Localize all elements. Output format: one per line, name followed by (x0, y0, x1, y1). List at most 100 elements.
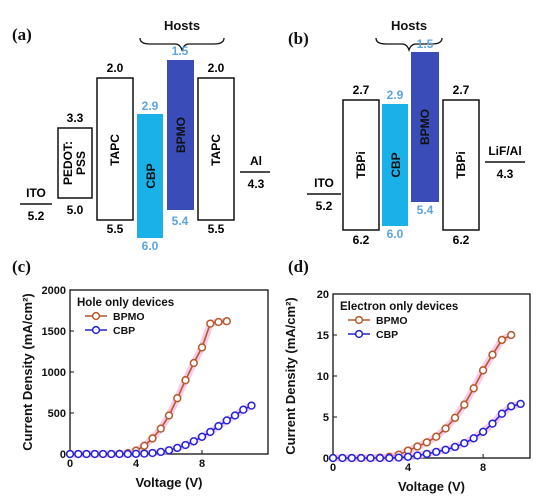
ito-label-a: ITO (26, 186, 46, 200)
bpmo-lumo-a: 1.5 (172, 44, 189, 58)
data-point-cbp (460, 439, 469, 448)
data-point-cbp (189, 437, 198, 446)
cbp-label-b: CBP (389, 152, 403, 177)
data-point-cbp (356, 453, 366, 463)
pedot-label-1: PEDOT: (61, 141, 75, 185)
legend-label-bpmo: BPMO (113, 311, 145, 323)
data-point-cbp (247, 401, 256, 410)
data-point-bpmo (181, 376, 190, 385)
bpmo-box-b (411, 52, 439, 202)
data-point-bpmo (488, 350, 497, 359)
data-point-cbp (222, 416, 231, 425)
data-point-cbp (65, 449, 75, 459)
hosts-bracket-b: Hosts (375, 18, 443, 53)
bpmo-box-a (167, 60, 194, 210)
tapc1-lumo: 2.0 (107, 61, 124, 75)
chart-electron-only: 0 4 8 0 5 10 15 20 Voltage (V) Current Density (m… (283, 289, 531, 494)
cbp-box-a (137, 114, 163, 238)
cbp-label-a: CBP (144, 163, 158, 188)
data-point-cbp (148, 448, 157, 458)
tapc2-box (197, 77, 235, 221)
x-tick-label: 0 (330, 462, 336, 474)
tapc2-lumo: 2.0 (208, 61, 225, 75)
data-point-cbp (478, 427, 488, 436)
data-point-cbp (516, 399, 525, 409)
x-axis-title: Voltage (V) (398, 479, 465, 494)
legend-title: Hole only devices (77, 297, 174, 309)
tapc1-box (96, 77, 134, 221)
legend-marker-cbp (91, 325, 101, 335)
data-point-cbp (123, 449, 132, 459)
data-point-bpmo (197, 343, 207, 352)
data-point-bpmo (469, 384, 478, 393)
data-point-cbp (140, 449, 149, 458)
pedot-homo: 5.0 (67, 203, 84, 217)
series-glow-bpmo (333, 331, 513, 462)
tbpi2-label: TBPi (454, 151, 468, 178)
x-tick-label: 8 (480, 462, 486, 474)
data-point-cbp (90, 449, 99, 459)
data-point-cbp (98, 449, 108, 459)
data-point-cbp (347, 453, 356, 463)
data-point-cbp (488, 419, 497, 428)
cbp-homo-a: 6.0 (142, 239, 159, 253)
data-point-cbp (107, 449, 116, 459)
cbp-lumo-a: 2.9 (142, 99, 159, 113)
y-tick-label: 20 (317, 289, 329, 301)
y-tick-label: 1500 (42, 326, 66, 338)
data-point-cbp (214, 421, 223, 431)
data-point-bpmo (148, 434, 157, 443)
data-point-cbp (385, 453, 394, 463)
legend-marker-bpmo (91, 311, 101, 321)
y-axis-title: Current Density (mA/cm²) (20, 293, 35, 450)
data-point-cbp (413, 451, 422, 460)
y-tick-label: 10 (317, 371, 329, 383)
data-point-cbp (239, 405, 248, 414)
x-tick-label: 4 (405, 462, 412, 474)
hosts-bracket-a: Hosts (139, 18, 225, 53)
legend-label-cbp: CBP (376, 329, 398, 341)
energy-diagram-a: ITO 5.2 PEDOT: PSS 3.3 5.0 TAPC 2.0 5.5 … (20, 44, 270, 253)
data-point-bpmo (140, 441, 149, 450)
pedot-box (57, 127, 93, 199)
pedot-label-2: PSS (74, 151, 88, 175)
data-point-cbp (164, 446, 174, 455)
bpmo-homo-a: 5.4 (172, 214, 189, 228)
energy-diagram-b: ITO 5.2 TBPi 2.7 6.2 CBP 2.9 6.0 BPMO 1.… (307, 37, 525, 247)
bpmo-label-a: BPMO (174, 117, 188, 153)
data-point-cbp (115, 449, 124, 459)
panel-label-a: (a) (12, 25, 32, 44)
bpmo-label-b: BPMO (418, 109, 432, 145)
data-point-bpmo (432, 432, 441, 441)
x-tick-label: 8 (199, 458, 205, 470)
data-point-bpmo (206, 319, 215, 328)
legend-marker-cbp (354, 329, 364, 339)
data-point-cbp (394, 453, 403, 462)
x-axis-title: Voltage (V) (136, 475, 203, 490)
al-label: Al (250, 154, 262, 168)
legend-title: Electron only devices (340, 301, 458, 313)
hosts-label-a: Hosts (164, 18, 200, 33)
data-point-cbp (497, 409, 507, 418)
tbpi2-lumo: 2.7 (453, 83, 470, 97)
data-point-bpmo (413, 442, 422, 451)
data-point-cbp (366, 453, 375, 463)
cbp-homo-b: 6.0 (387, 227, 404, 241)
tbpi1-lumo: 2.7 (353, 83, 370, 97)
y-tick-label: 5 (323, 412, 329, 424)
x-tick-label: 0 (67, 458, 73, 470)
pedot-lumo: 3.3 (67, 111, 84, 125)
data-point-cbp (131, 449, 141, 458)
y-tick-label: 0 (60, 449, 66, 461)
ito-label-b: ITO (314, 176, 334, 190)
data-point-cbp (450, 442, 460, 452)
data-point-bpmo (441, 424, 450, 433)
data-point-bpmo (478, 366, 488, 375)
lifal-homo: 4.3 (497, 167, 514, 181)
cbp-lumo-b: 2.9 (387, 88, 404, 102)
data-point-bpmo (173, 394, 182, 403)
data-point-cbp (422, 449, 431, 459)
data-point-bpmo (507, 330, 516, 340)
y-tick-label: 15 (317, 330, 329, 342)
ito-homo-a: 5.2 (28, 209, 45, 223)
